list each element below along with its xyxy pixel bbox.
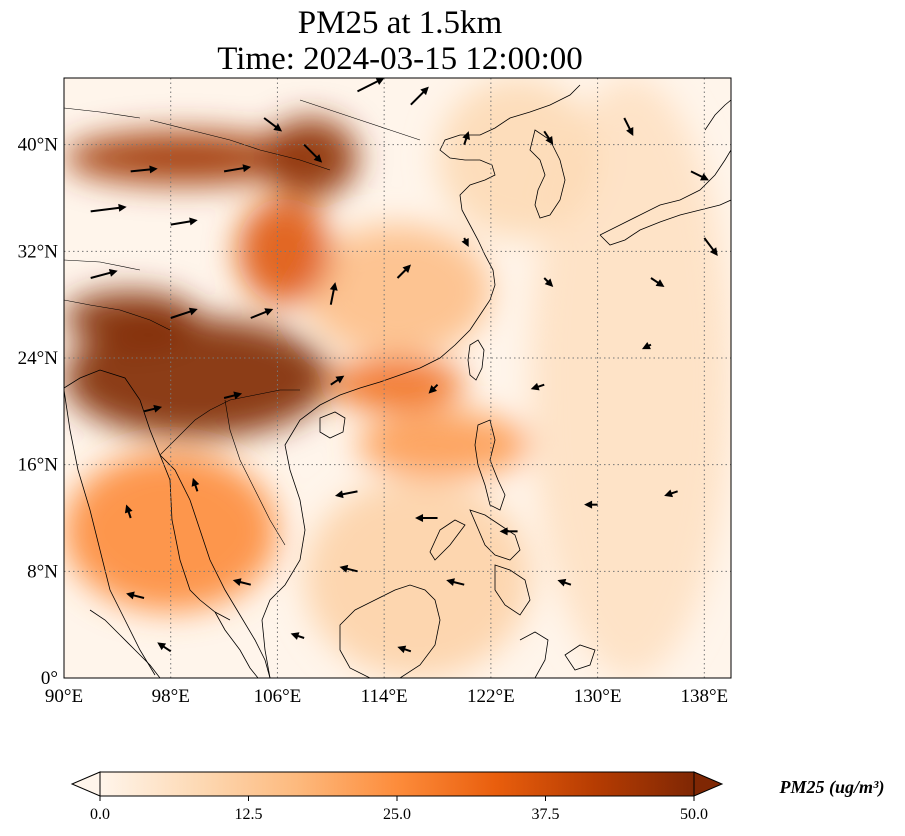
chart-title: PM25 at 1.5km [297, 5, 503, 41]
wind-arrow [303, 143, 323, 163]
wind-arrow [461, 237, 469, 247]
pm25-region [64, 318, 331, 438]
wind-arrow [223, 391, 243, 400]
colorbar-tick-label: 0.0 [90, 806, 110, 823]
colorbar-tick-label: 25.0 [383, 806, 411, 823]
wind-arrow [415, 514, 438, 522]
colorbar-tick-label: 12.5 [235, 806, 263, 823]
wind-arrow [263, 117, 283, 132]
wind-arrow [170, 307, 198, 319]
axis-tick-labels: 90°E 98°E 106°E 114°E 122°E 130°E 138°E 0° 8°N 16… [18, 135, 729, 707]
wind-arrow [557, 578, 572, 587]
chart-subtitle: Time: 2024-03-15 12:00:00 [217, 41, 583, 77]
pm25-region [304, 478, 531, 678]
wind-vectors [90, 78, 718, 654]
colorbar: 0.0 12.5 25.0 37.5 50.0 PM25 (ug/m³) [70, 771, 885, 823]
pm25-region [64, 291, 198, 345]
wind-arrow [191, 477, 200, 492]
x-tick-label: 130°E [574, 686, 622, 707]
wind-arrow [90, 268, 118, 279]
x-tick-label: 106°E [254, 686, 302, 707]
x-tick-label: 122°E [467, 686, 515, 707]
colorbar-extend-min [70, 771, 101, 797]
wind-arrow [446, 578, 465, 586]
wind-arrow [690, 170, 709, 181]
wind-arrow [232, 578, 252, 586]
wind-arrow [90, 203, 127, 213]
coastlines [64, 84, 731, 678]
wind-arrow [499, 527, 518, 536]
graticule [64, 78, 731, 678]
colorbar-ticks: 0.0 12.5 25.0 37.5 50.0 [90, 796, 708, 823]
x-tick-label: 114°E [361, 686, 408, 707]
x-tick-label: 138°E [680, 686, 728, 707]
x-tick-label: 98°E [152, 686, 190, 707]
pm25-region [437, 78, 598, 238]
wind-arrow [357, 78, 385, 93]
wind-arrow [223, 164, 252, 173]
pm25-region [530, 78, 731, 678]
wind-arrow [664, 489, 678, 498]
wind-arrow [428, 383, 439, 394]
y-tick-label: 40°N [18, 135, 59, 156]
wind-arrow [330, 375, 345, 386]
wind-arrow [130, 165, 158, 174]
wind-arrow [543, 277, 554, 287]
y-tick-label: 8°N [27, 561, 58, 582]
wind-arrow [143, 404, 163, 413]
colorbar-tick-label: 50.0 [680, 806, 708, 823]
wind-arrow [124, 504, 133, 519]
pm25-region [264, 118, 358, 198]
colorbar-extend-max [693, 771, 724, 797]
colorbar-gradient [99, 771, 695, 797]
wind-arrow [584, 500, 598, 509]
wind-arrow [703, 237, 718, 256]
y-tick-label: 32°N [18, 241, 59, 262]
wind-arrow [410, 86, 429, 106]
y-tick-label: 16°N [18, 455, 59, 476]
x-tick-label: 90°E [45, 686, 83, 707]
wind-arrow [250, 308, 274, 319]
wind-arrow [334, 490, 358, 499]
wind-arrow [339, 564, 358, 573]
pm25-field [64, 78, 731, 678]
wind-arrow [170, 217, 198, 226]
y-tick-label: 24°N [18, 348, 59, 369]
wind-arrow [623, 117, 634, 136]
wind-arrow [530, 382, 545, 391]
colorbar-tick-label: 37.5 [532, 806, 560, 823]
map-frame [63, 77, 732, 679]
wind-arrow [396, 264, 411, 279]
pm25-region [237, 198, 331, 305]
wind-arrow [650, 277, 665, 287]
wind-arrow [329, 282, 338, 305]
wind-arrow [397, 645, 412, 654]
pm25-region [64, 451, 278, 612]
wind-arrow [462, 131, 470, 145]
wind-arrow [543, 130, 554, 145]
pm25-region [304, 224, 491, 358]
wind-arrow [641, 342, 652, 350]
y-tick-label: 0° [41, 668, 58, 689]
colorbar-label: PM25 (ug/m³) [779, 777, 885, 798]
wind-arrow [157, 642, 172, 653]
wind-arrow [126, 591, 145, 600]
pm25-region [330, 358, 465, 412]
pm25-region [357, 411, 531, 478]
wind-arrow [290, 632, 305, 640]
